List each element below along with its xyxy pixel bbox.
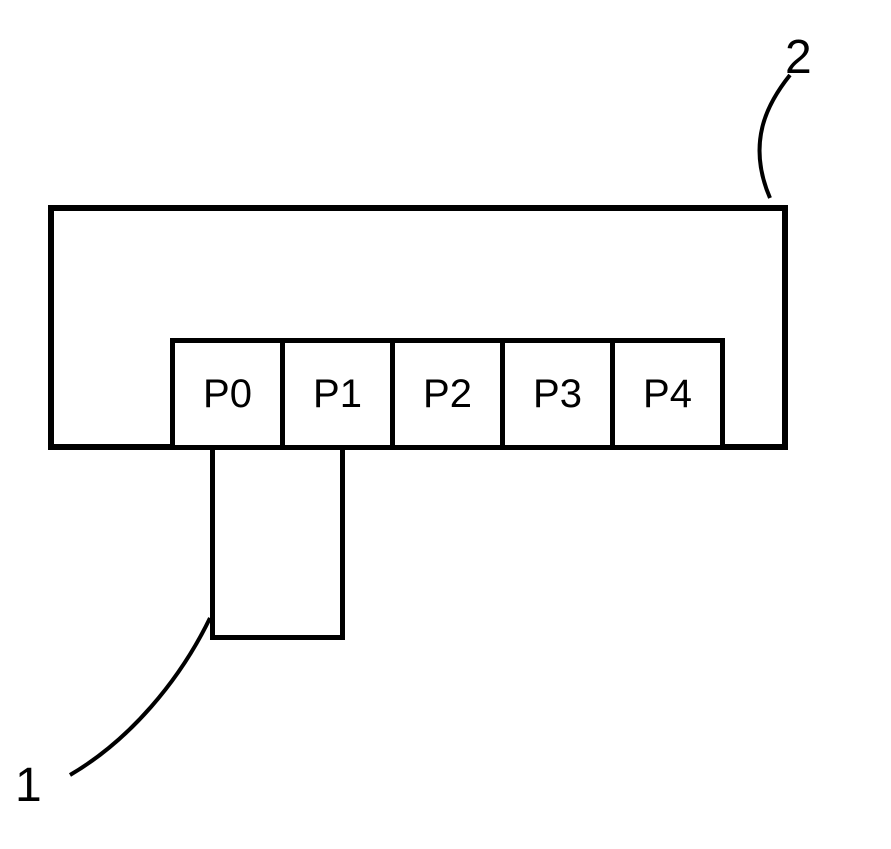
diagram-container: P0 P1 P2 P3 P4 2 1	[0, 0, 891, 849]
cell-p1: P1	[280, 338, 395, 450]
cell-label: P0	[203, 372, 252, 417]
cell-p0: P0	[170, 338, 285, 450]
leader-path-1	[70, 618, 210, 775]
cell-p3: P3	[500, 338, 615, 450]
cell-label: P2	[423, 372, 472, 417]
label-1: 1	[15, 758, 42, 813]
cell-label: P4	[643, 372, 692, 417]
small-box	[210, 450, 345, 640]
cell-p4: P4	[610, 338, 725, 450]
label-2: 2	[785, 30, 812, 85]
cell-label: P1	[313, 372, 362, 417]
cell-p2: P2	[390, 338, 505, 450]
leader-path-2	[760, 75, 790, 198]
cell-label: P3	[533, 372, 582, 417]
